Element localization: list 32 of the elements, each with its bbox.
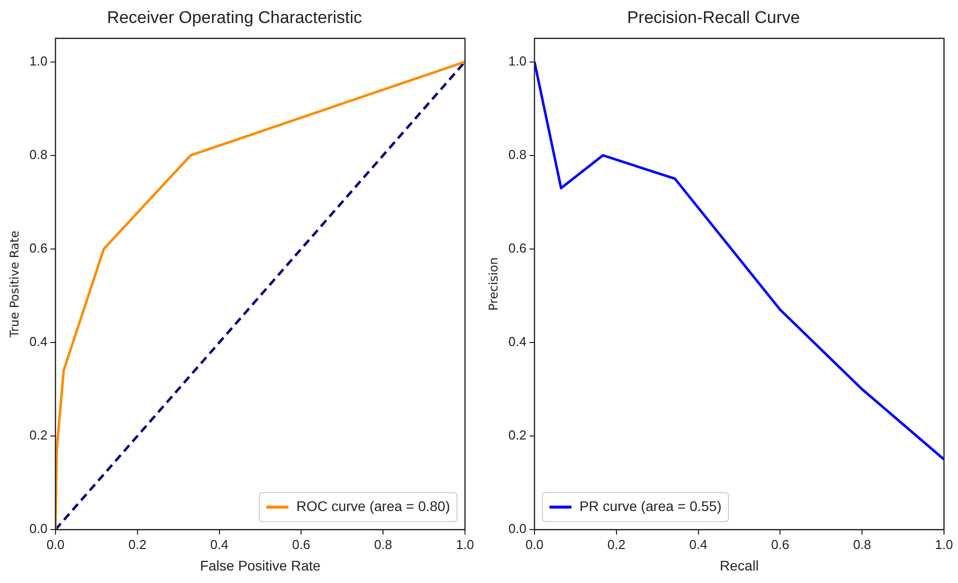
x-tick-label: 0.4 [210,536,228,552]
chart-title: Precision-Recall Curve [627,8,800,27]
y-tick-label: 0.6 [29,240,48,256]
y-tick-label: 1.0 [508,53,526,68]
x-tick-label: 0.4 [689,536,708,552]
y-tick-label: 0.6 [508,240,526,256]
y-tick-label: 0.2 [508,428,526,443]
x-tick-label: 0.8 [374,536,392,552]
x-tick-label: 0.2 [128,536,146,552]
y-axis-title: Precision [486,257,500,311]
y-tick-label: 0.8 [29,146,48,162]
y-tick-label: 0.4 [29,334,48,350]
y-tick-label: 0.0 [29,521,48,536]
x-tick-label: 0.0 [525,536,544,552]
x-tick-label: 0.8 [853,536,872,552]
x-tick-label: 0.6 [771,536,790,552]
y-tick-label: 0.0 [508,521,526,536]
legend-label: PR curve (area = 0.55) [579,498,722,514]
legend-label: ROC curve (area = 0.80) [296,498,450,514]
x-axis-title: Recall [720,557,759,574]
chart-title: Receiver Operating Characteristic [106,8,363,27]
x-tick-label: 0.0 [46,536,65,552]
y-tick-label: 0.4 [508,334,526,350]
y-axis-title: True Positive Rate [7,230,22,338]
x-tick-label: 1.0 [934,536,954,552]
y-tick-label: 0.8 [508,146,526,162]
x-tick-label: 0.6 [292,536,310,552]
x-tick-label: 1.0 [456,536,474,552]
y-tick-label: 0.2 [29,428,48,443]
x-axis-title: False Positive Rate [200,557,321,574]
x-tick-label: 0.2 [607,536,626,552]
y-tick-label: 1.0 [29,53,48,68]
